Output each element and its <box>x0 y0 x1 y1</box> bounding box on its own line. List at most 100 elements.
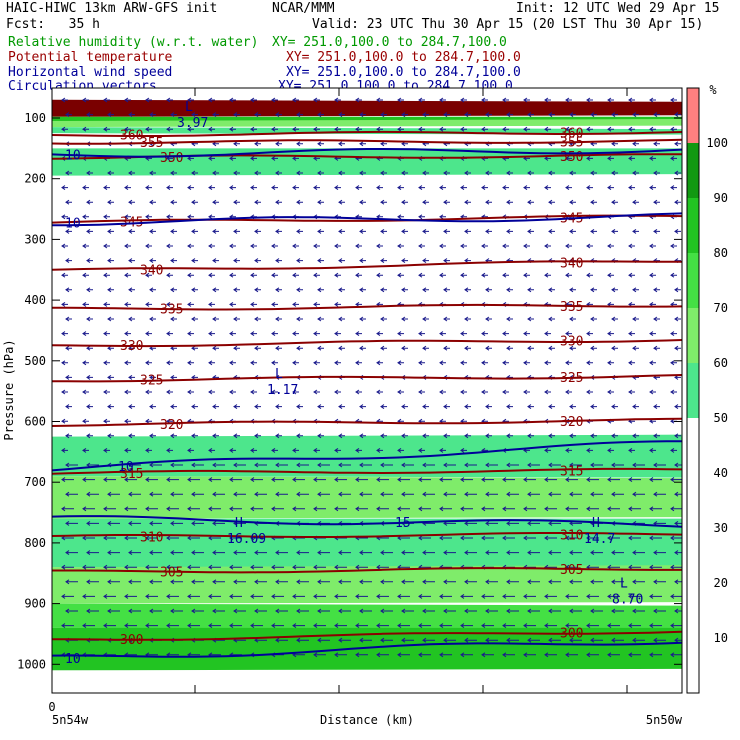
wind-vector <box>86 112 93 118</box>
wind-vector <box>61 477 74 483</box>
wind-vector <box>124 418 131 424</box>
wind-vector <box>313 623 326 629</box>
wind-vector <box>670 447 677 453</box>
wind-vector <box>611 637 624 643</box>
wind-vector <box>607 360 614 366</box>
wind-vector <box>61 126 68 132</box>
wind-vector <box>670 593 682 599</box>
wind-vector <box>502 593 515 599</box>
wind-vector <box>355 447 362 453</box>
wind-vector <box>212 316 219 322</box>
extremum-value: 3.97 <box>177 116 208 131</box>
wind-vector <box>187 477 200 483</box>
wind-vector <box>170 228 177 234</box>
wind-vector <box>544 389 551 395</box>
wind-vector <box>502 652 515 658</box>
wind-vector <box>313 564 326 570</box>
wind-vector <box>590 550 603 556</box>
theta-label: 350 <box>560 150 583 165</box>
wind-vector <box>460 331 467 337</box>
wind-vector <box>380 462 393 468</box>
wind-vector <box>65 345 72 351</box>
wind-vector <box>250 185 257 191</box>
wind-vector <box>296 258 303 264</box>
wind-vector <box>208 564 221 570</box>
wind-vector <box>208 623 221 629</box>
wind-vector <box>401 258 408 264</box>
wind-vector <box>506 433 513 439</box>
wind-contours: 10 10 10 15 10 <box>52 148 682 667</box>
wind-vector <box>124 272 131 278</box>
wind-vector <box>653 228 660 234</box>
wind-vector <box>145 243 152 249</box>
wind-vector <box>460 447 467 453</box>
wind-vector <box>527 520 540 526</box>
wind-vector <box>565 126 572 132</box>
wind-contour-label: 10 <box>118 460 134 475</box>
colorbar-tick-label: 90 <box>714 191 728 205</box>
wind-vector <box>460 652 473 658</box>
wind-vector <box>485 316 492 322</box>
wind-vector <box>145 389 152 395</box>
wind-vector <box>380 258 387 264</box>
wind-vector <box>418 243 425 249</box>
wind-vector <box>208 214 215 220</box>
wind-vector <box>611 404 618 410</box>
wind-vector <box>82 447 89 453</box>
wind-vector <box>628 97 635 103</box>
colorbar-tick-label: 10 <box>714 631 728 645</box>
wind-vector <box>208 126 215 132</box>
wind-vector <box>380 141 387 147</box>
wind-vector <box>187 360 194 366</box>
wind-vector <box>191 228 198 234</box>
wind-vector <box>334 477 347 483</box>
wind-vector <box>107 579 120 585</box>
wind-vector <box>313 506 326 512</box>
wind-vector <box>275 433 282 439</box>
wind-vector <box>107 316 114 322</box>
wind-vector <box>565 243 572 249</box>
wind-vector <box>586 360 593 366</box>
wind-vector <box>565 477 578 483</box>
wind-vector <box>376 593 389 599</box>
wind-vector <box>103 564 116 570</box>
wind-vector <box>590 462 603 468</box>
wind-vector <box>401 287 408 293</box>
wind-vector <box>376 360 383 366</box>
wind-vector <box>607 155 614 161</box>
wind-vector <box>527 228 534 234</box>
wind-vector <box>674 199 681 205</box>
wind-vector <box>170 608 183 614</box>
wind-vector <box>61 97 68 103</box>
wind-vector <box>632 491 645 497</box>
wind-vector <box>124 301 131 307</box>
wind-vector <box>376 126 383 132</box>
wind-vector <box>61 389 68 395</box>
wind-contour <box>52 515 682 528</box>
wind-vector <box>506 228 513 234</box>
field-rh-name: Relative humidity (w.r.t. water) <box>8 35 259 50</box>
theta-label: 320 <box>160 418 183 433</box>
wind-vector <box>250 97 257 103</box>
theta-label: 330 <box>120 339 143 354</box>
wind-vector <box>65 579 78 585</box>
wind-vector <box>401 491 414 497</box>
wind-vector <box>586 447 593 453</box>
wind-vector <box>548 608 561 614</box>
wind-vector <box>422 170 429 176</box>
x-tick-label: 0 <box>48 700 55 714</box>
wind-vector <box>166 97 173 103</box>
wind-vector <box>107 287 114 293</box>
wind-vector <box>355 360 362 366</box>
wind-vector <box>86 228 93 234</box>
wind-vector <box>271 593 284 599</box>
wind-vector <box>292 447 299 453</box>
wind-vector <box>670 535 682 541</box>
wind-vector <box>191 520 204 526</box>
wind-vector <box>103 97 110 103</box>
wind-vector <box>292 331 299 337</box>
wind-vector <box>653 287 660 293</box>
wind-vector <box>632 550 645 556</box>
humidity-region <box>52 99 682 117</box>
wind-vector <box>439 506 452 512</box>
